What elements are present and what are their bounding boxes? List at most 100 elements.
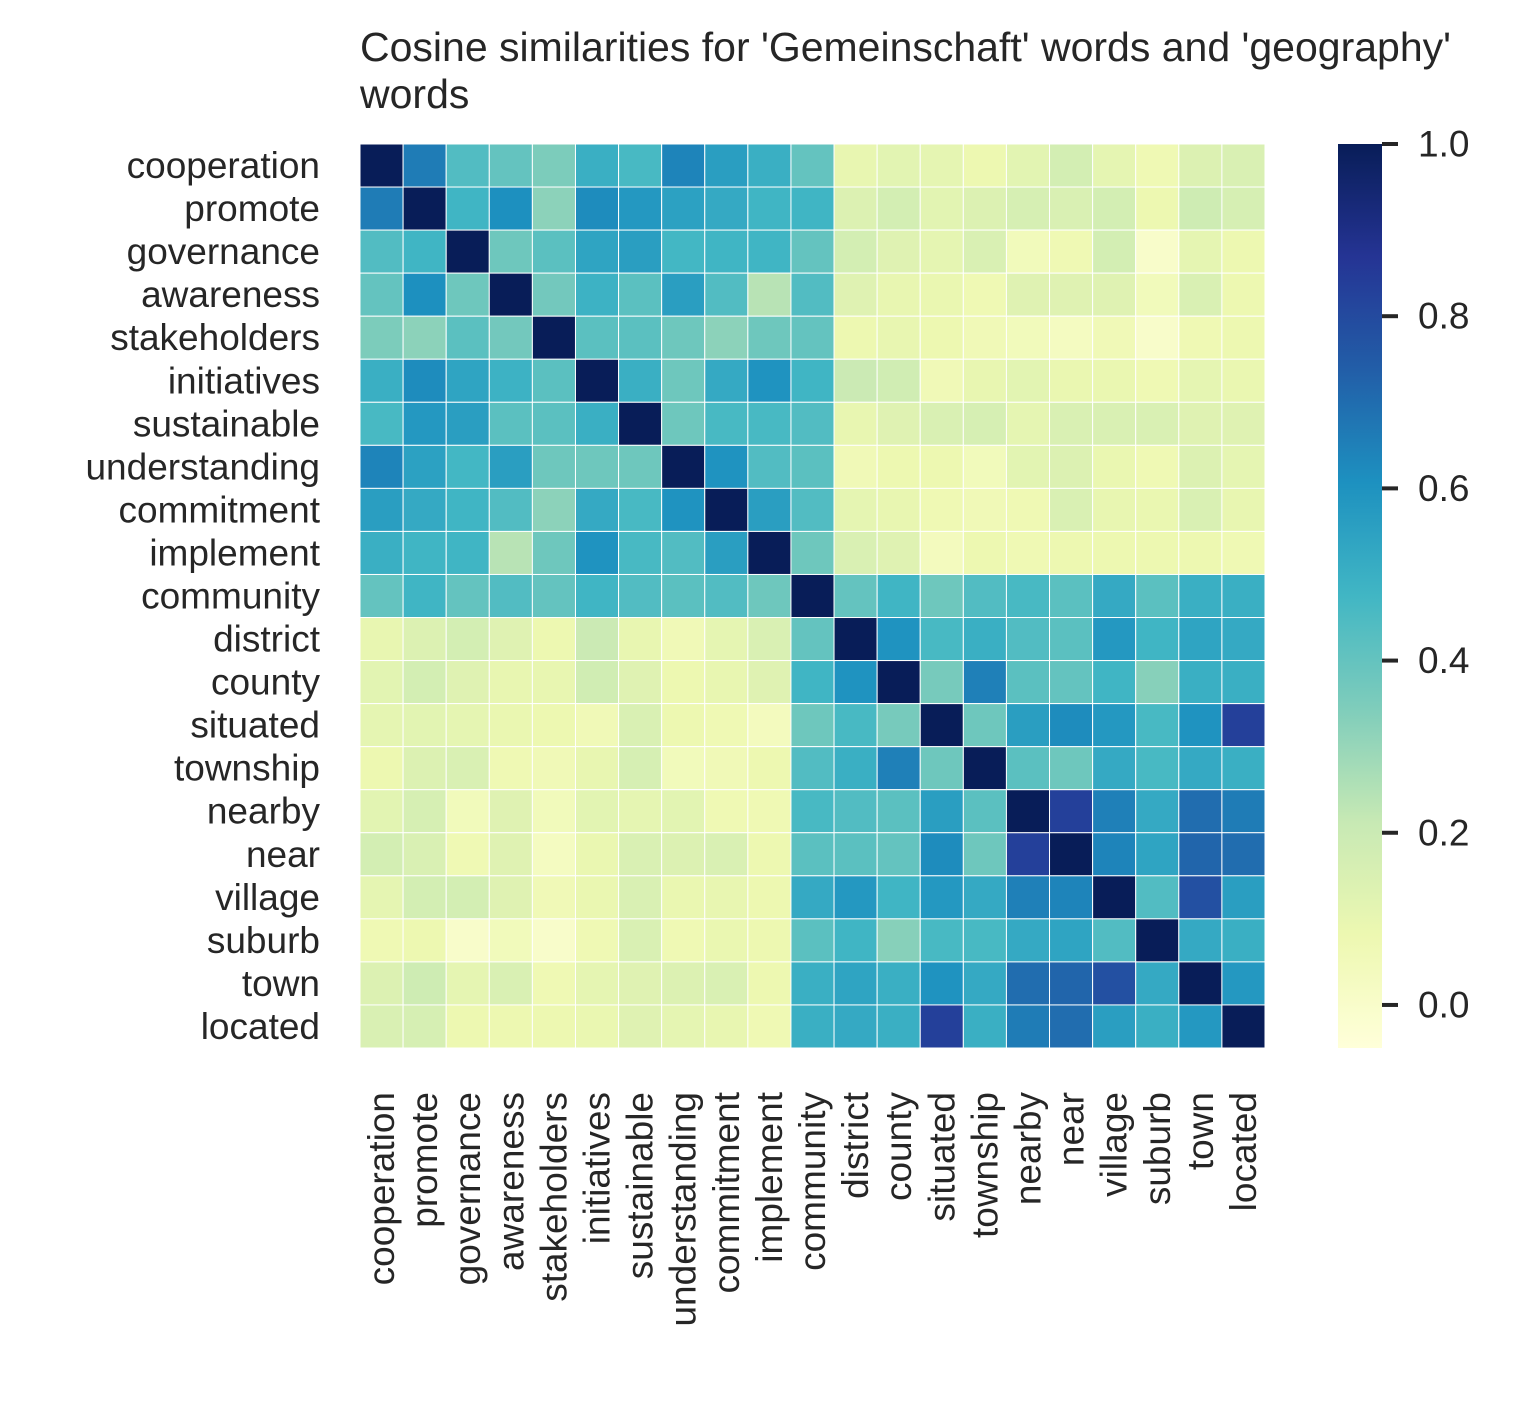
column-label-situated: situated <box>921 1092 962 1222</box>
heatmap-cell-nearby-situated <box>919 789 964 834</box>
column-label-nearby: nearby <box>1007 1092 1048 1206</box>
heatmap-cell-suburb-awareness <box>488 918 533 963</box>
heatmap-cell-promote-governance <box>445 186 490 231</box>
heatmap-cell-governance-suburb <box>1135 229 1180 274</box>
heatmap-cell-governance-implement <box>747 229 792 274</box>
heatmap-cell-town-district <box>833 961 878 1006</box>
heatmap-cell-commitment-near <box>1049 487 1094 532</box>
heatmap-cell-village-suburb <box>1135 875 1180 920</box>
heatmap-cell-village-town <box>1178 875 1223 920</box>
heatmap-cell-governance-nearby <box>1005 229 1051 274</box>
heatmap-cell-stakeholders-awareness <box>488 315 533 360</box>
heatmap-cell-understanding-situated <box>919 444 964 489</box>
heatmap-cell-county-district <box>833 660 878 705</box>
column-label-town: town <box>1180 1092 1221 1170</box>
heatmap-cell-town-promote <box>402 961 447 1006</box>
heatmap-cell-sustainable-commitment <box>704 401 749 446</box>
heatmap-cell-cooperation-located <box>1221 143 1266 188</box>
heatmap-cell-cooperation-township <box>962 143 1007 188</box>
heatmap-cell-cooperation-town <box>1178 143 1223 188</box>
heatmap-cell-commitment-governance <box>445 487 490 532</box>
heatmap-cell-near-situated <box>919 832 964 877</box>
heatmap-cell-town-suburb <box>1135 961 1180 1006</box>
heatmap-cell-suburb-near <box>1049 918 1094 963</box>
heatmap-cell-situated-initiatives <box>574 703 620 748</box>
heatmap-cell-village-near <box>1049 875 1094 920</box>
heatmap-cell-understanding-nearby <box>1005 444 1051 489</box>
heatmap-cell-nearby-commitment <box>704 789 749 834</box>
heatmap-cell-promote-nearby <box>1005 186 1051 231</box>
heatmap-cell-town-cooperation <box>359 961 404 1006</box>
heatmap-cell-village-cooperation <box>359 875 404 920</box>
heatmap-cell-located-cooperation <box>359 1004 404 1049</box>
heatmap-cell-town-county <box>876 961 921 1006</box>
heatmap-cell-implement-sustainable <box>618 530 663 575</box>
heatmap-cell-awareness-town <box>1178 272 1223 317</box>
heatmap-cell-cooperation-governance <box>445 143 490 188</box>
heatmap-cell-near-stakeholders <box>531 832 576 877</box>
heatmap-cell-stakeholders-township <box>962 315 1007 360</box>
heatmap-cell-district-county <box>876 617 921 662</box>
heatmap-cell-township-near <box>1049 746 1094 791</box>
heatmap-cell-county-town <box>1178 660 1223 705</box>
heatmap-cell-town-located <box>1221 961 1266 1006</box>
heatmap-cell-county-located <box>1221 660 1266 705</box>
column-label-sustainable: sustainable <box>620 1092 661 1279</box>
heatmap-cell-county-initiatives <box>574 660 620 705</box>
heatmap-cell-situated-sustainable <box>618 703 663 748</box>
heatmap-cell-awareness-governance <box>445 272 490 317</box>
heatmap-cell-suburb-implement <box>747 918 792 963</box>
heatmap-cell-implement-nearby <box>1005 530 1051 575</box>
heatmap-cell-located-village <box>1092 1004 1137 1049</box>
heatmap-cell-village-implement <box>747 875 792 920</box>
heatmap-cell-stakeholders-nearby <box>1005 315 1051 360</box>
heatmap-cell-sustainable-community <box>790 401 835 446</box>
heatmap-cell-understanding-understanding <box>661 444 706 489</box>
heatmap-cell-awareness-stakeholders <box>531 272 576 317</box>
heatmap-cell-situated-located <box>1221 703 1266 748</box>
heatmap-cell-town-situated <box>919 961 964 1006</box>
heatmap-cell-community-situated <box>919 573 964 619</box>
heatmap-cell-awareness-community <box>790 272 835 317</box>
heatmap-cell-sustainable-awareness <box>488 401 533 446</box>
heatmap-cell-county-suburb <box>1135 660 1180 705</box>
heatmap-cell-stakeholders-county <box>876 315 921 360</box>
heatmap-cell-sustainable-located <box>1221 401 1266 446</box>
heatmap-cell-county-stakeholders <box>531 660 576 705</box>
heatmap-cell-village-promote <box>402 875 447 920</box>
heatmap-cell-district-township <box>962 617 1007 662</box>
heatmap-cell-suburb-cooperation <box>359 918 404 963</box>
heatmap-cell-initiatives-suburb <box>1135 358 1180 403</box>
heatmap-cell-located-sustainable <box>618 1004 663 1049</box>
heatmap-cell-community-governance <box>445 573 490 619</box>
heatmap-cell-situated-situated <box>919 703 964 748</box>
heatmap-cell-commitment-awareness <box>488 487 533 532</box>
heatmap-cell-near-located <box>1221 832 1266 877</box>
heatmap-cell-promote-situated <box>919 186 964 231</box>
heatmap-cell-implement-district <box>833 530 878 575</box>
heatmap-cell-nearby-nearby <box>1005 789 1051 834</box>
heatmap-cell-located-stakeholders <box>531 1004 576 1049</box>
heatmap-cell-situated-commitment <box>704 703 749 748</box>
heatmap-cell-town-commitment <box>704 961 749 1006</box>
heatmap-cell-understanding-county <box>876 444 921 489</box>
heatmap-cell-community-promote <box>402 573 447 619</box>
heatmap-cell-situated-near <box>1049 703 1094 748</box>
heatmap-cell-governance-located <box>1221 229 1266 274</box>
heatmap-cell-county-awareness <box>488 660 533 705</box>
heatmap-cell-promote-town <box>1178 186 1223 231</box>
heatmap-cell-commitment-community <box>790 487 835 532</box>
heatmap-cell-understanding-suburb <box>1135 444 1180 489</box>
heatmap-cell-governance-promote <box>402 229 447 274</box>
heatmap-cell-sustainable-county <box>876 401 921 446</box>
heatmap-cell-cooperation-initiatives <box>574 143 620 188</box>
heatmap-cell-commitment-county <box>876 487 921 532</box>
heatmap-cell-sustainable-situated <box>919 401 964 446</box>
heatmap-cell-community-stakeholders <box>531 573 576 619</box>
chart-title: Cosine similarities for 'Gemeinschaft' w… <box>360 24 1451 117</box>
heatmap-cell-county-near <box>1049 660 1094 705</box>
heatmap-cell-initiatives-town <box>1178 358 1223 403</box>
heatmap-cell-commitment-initiatives <box>574 487 620 532</box>
heatmap-cell-sustainable-initiatives <box>574 401 620 446</box>
heatmap-cell-implement-implement <box>747 530 792 575</box>
